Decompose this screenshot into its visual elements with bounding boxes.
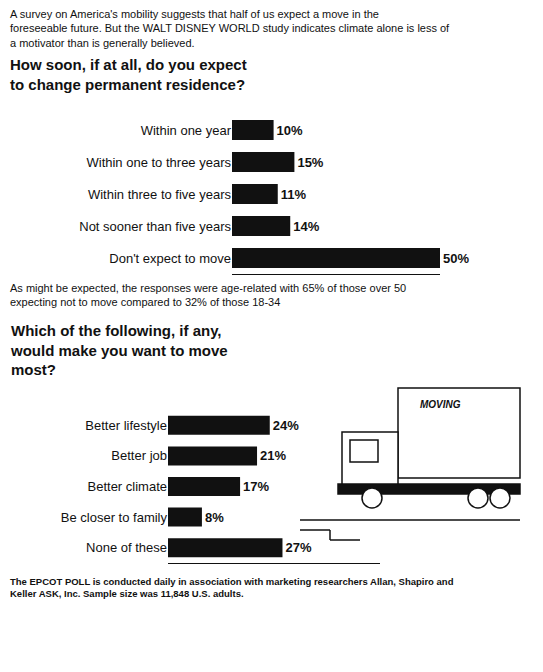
- svg-text:14%: 14%: [293, 219, 319, 234]
- svg-text:None of these: None of these: [86, 540, 167, 555]
- svg-text:Better lifestyle: Better lifestyle: [85, 418, 167, 433]
- svg-text:24%: 24%: [273, 418, 299, 433]
- svg-text:10%: 10%: [277, 123, 303, 138]
- svg-text:11%: 11%: [281, 187, 307, 202]
- svg-text:Within one to three years: Within one to three years: [86, 155, 231, 170]
- svg-text:27%: 27%: [285, 540, 311, 555]
- svg-text:Not sooner than five years: Not sooner than five years: [79, 219, 231, 234]
- svg-text:8%: 8%: [205, 510, 224, 525]
- svg-text:Which of the following, if any: Which of the following, if any,would mak…: [10, 322, 228, 378]
- svg-text:Better job: Better job: [111, 448, 167, 463]
- svg-text:Within three to five years: Within three to five years: [88, 187, 232, 202]
- svg-text:As might be expected, the resp: As might be expected, the responses were…: [10, 282, 406, 308]
- svg-text:50%: 50%: [443, 251, 469, 266]
- svg-text:17%: 17%: [243, 479, 269, 494]
- svg-text:Within one year: Within one year: [141, 123, 232, 138]
- svg-text:MOVING: MOVING: [420, 399, 461, 410]
- svg-text:21%: 21%: [260, 448, 286, 463]
- svg-text:Better climate: Better climate: [88, 479, 167, 494]
- svg-text:Be closer to family: Be closer to family: [61, 510, 168, 525]
- svg-text:15%: 15%: [297, 155, 323, 170]
- svg-text:Don't expect to move: Don't expect to move: [109, 251, 231, 266]
- svg-text:How soon, if at all, do you ex: How soon, if at all, do you expectto cha…: [10, 56, 247, 93]
- svg-text:A survey on America's mobility: A survey on America's mobility suggests …: [10, 8, 450, 49]
- svg-text:The EPCOT POLL is conducted da: The EPCOT POLL is conducted daily in ass…: [10, 576, 454, 599]
